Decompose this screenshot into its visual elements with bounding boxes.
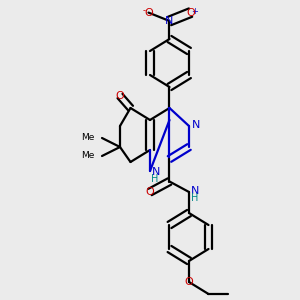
Text: O: O xyxy=(144,8,153,18)
Text: -: - xyxy=(142,7,146,16)
Text: O: O xyxy=(186,8,195,18)
Text: N: N xyxy=(190,186,199,197)
Text: N: N xyxy=(191,120,200,130)
Text: O: O xyxy=(146,187,154,197)
Text: O: O xyxy=(184,277,194,287)
Text: Me: Me xyxy=(81,134,94,142)
Text: O: O xyxy=(116,91,124,101)
Text: H: H xyxy=(152,173,159,184)
Text: N: N xyxy=(165,16,174,26)
Text: +: + xyxy=(192,7,198,16)
Text: H: H xyxy=(190,193,198,203)
Text: Me: Me xyxy=(81,152,94,160)
Text: N: N xyxy=(152,167,160,177)
